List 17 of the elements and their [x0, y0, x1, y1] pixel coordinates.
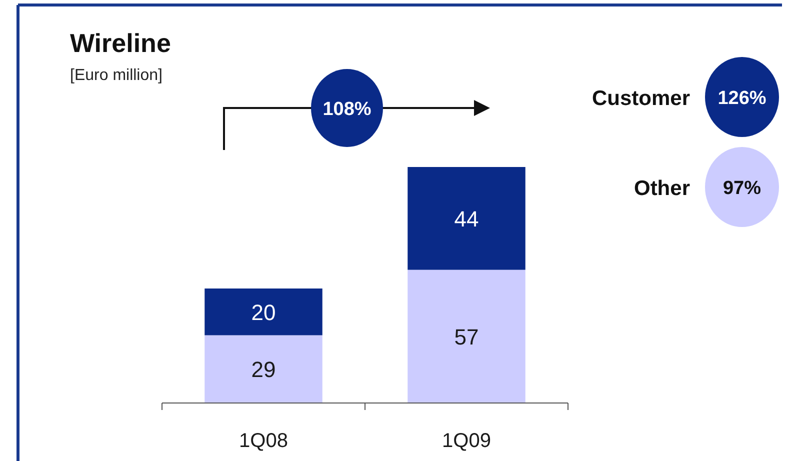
text: Other: [634, 177, 690, 200]
text: 108%: [322, 99, 372, 120]
x-tick-label: 1Q08: [239, 430, 288, 452]
data-label: 44: [454, 206, 479, 232]
bar: [204, 335, 322, 403]
x-tick-label: 1Q09: [442, 430, 491, 452]
text: 126%: [718, 88, 766, 109]
text: 97%: [722, 178, 762, 199]
chart-subtitle: [Euro million]: [70, 67, 162, 84]
data-label: 29: [251, 357, 276, 382]
data-label: 20: [251, 300, 276, 325]
bar: [408, 167, 526, 270]
bar: [204, 288, 322, 336]
text: Customer: [592, 87, 690, 110]
bar: [408, 270, 526, 403]
chart-title: Wireline: [70, 28, 171, 58]
data-label: 57: [454, 324, 479, 350]
